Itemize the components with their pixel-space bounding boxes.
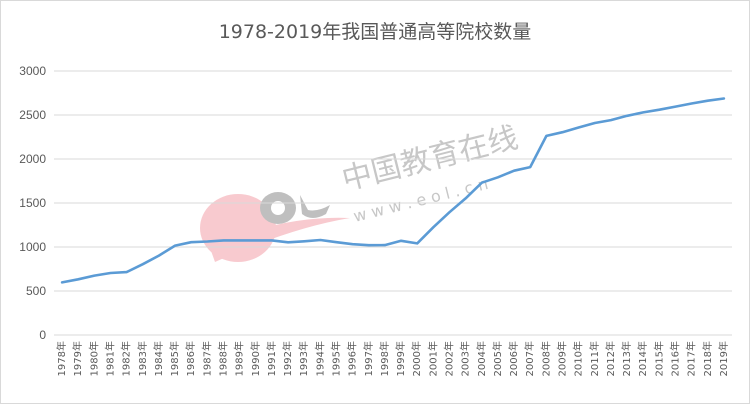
x-tick-label: 2005年 <box>491 341 504 376</box>
x-tick-label: 1994年 <box>313 341 326 376</box>
x-tick-label: 2019年 <box>717 341 730 376</box>
x-tick-label: 2016年 <box>669 341 682 376</box>
y-axis: 0 500 1000 1500 2000 2500 3000 <box>19 64 46 342</box>
x-tick-label: 2007年 <box>523 341 536 376</box>
x-tick-label: 1996年 <box>346 341 359 376</box>
x-tick-label: 2011年 <box>588 341 601 376</box>
gridlines <box>54 70 732 336</box>
x-tick-label: 2013年 <box>620 341 633 376</box>
series-line <box>60 97 726 284</box>
x-tick-label: 1989年 <box>233 341 246 376</box>
y-tick-label: 0 <box>39 328 46 342</box>
x-tick-label: 1982年 <box>120 341 133 376</box>
x-tick-label: 2001年 <box>426 341 439 376</box>
x-tick-label: 1981年 <box>104 341 117 376</box>
x-tick-label: 2002年 <box>443 341 456 376</box>
y-tick-label: 3000 <box>19 64 46 78</box>
x-tick-label: 2014年 <box>636 341 649 376</box>
x-tick-label: 1988年 <box>217 341 230 376</box>
x-tick-label: 1985年 <box>168 341 181 376</box>
x-tick-label: 2012年 <box>604 341 617 376</box>
x-tick-label: 1999年 <box>394 341 407 376</box>
x-tick-label: 1995年 <box>330 341 343 376</box>
x-tick-label: 2008年 <box>539 341 552 376</box>
x-tick-label: 1990年 <box>249 341 262 376</box>
y-tick-label: 1500 <box>19 196 46 210</box>
x-tick-label: 1984年 <box>152 341 165 376</box>
x-tick-label: 1991年 <box>265 341 278 376</box>
x-tick-label: 2003年 <box>459 341 472 376</box>
x-axis: 1978年 1979年 1980年 1981年 1982年 1983年 1984年 1985年… <box>55 341 730 376</box>
x-tick-label: 2004年 <box>475 341 488 376</box>
x-tick-label: 1978年 <box>55 341 68 376</box>
x-tick-label: 1987年 <box>200 341 213 376</box>
x-tick-label: 2018年 <box>701 341 714 376</box>
y-tick-label: 2500 <box>19 108 46 122</box>
chart-title: 1978-2019年我国普通高等院校数量 <box>218 21 532 43</box>
x-tick-label: 1986年 <box>184 341 197 376</box>
x-tick-label: 1998年 <box>378 341 391 376</box>
x-tick-label: 1992年 <box>281 341 294 376</box>
x-tick-label: 1979年 <box>71 341 84 376</box>
x-tick-label: 2006年 <box>507 341 520 376</box>
y-tick-label: 2000 <box>19 152 46 166</box>
x-tick-label: 2017年 <box>685 341 698 376</box>
x-tick-label: 1980年 <box>87 341 100 376</box>
x-tick-label: 2000年 <box>410 341 423 376</box>
x-tick-label: 2010年 <box>572 341 585 376</box>
x-tick-label: 1993年 <box>297 341 310 376</box>
x-tick-label: 1997年 <box>362 341 375 376</box>
y-tick-label: 500 <box>26 284 46 298</box>
x-tick-label: 2015年 <box>652 341 665 376</box>
y-tick-label: 1000 <box>19 240 46 254</box>
x-tick-label: 1983年 <box>136 341 149 376</box>
watermark-logo-l <box>300 195 330 218</box>
x-tick-label: 2009年 <box>556 341 569 376</box>
